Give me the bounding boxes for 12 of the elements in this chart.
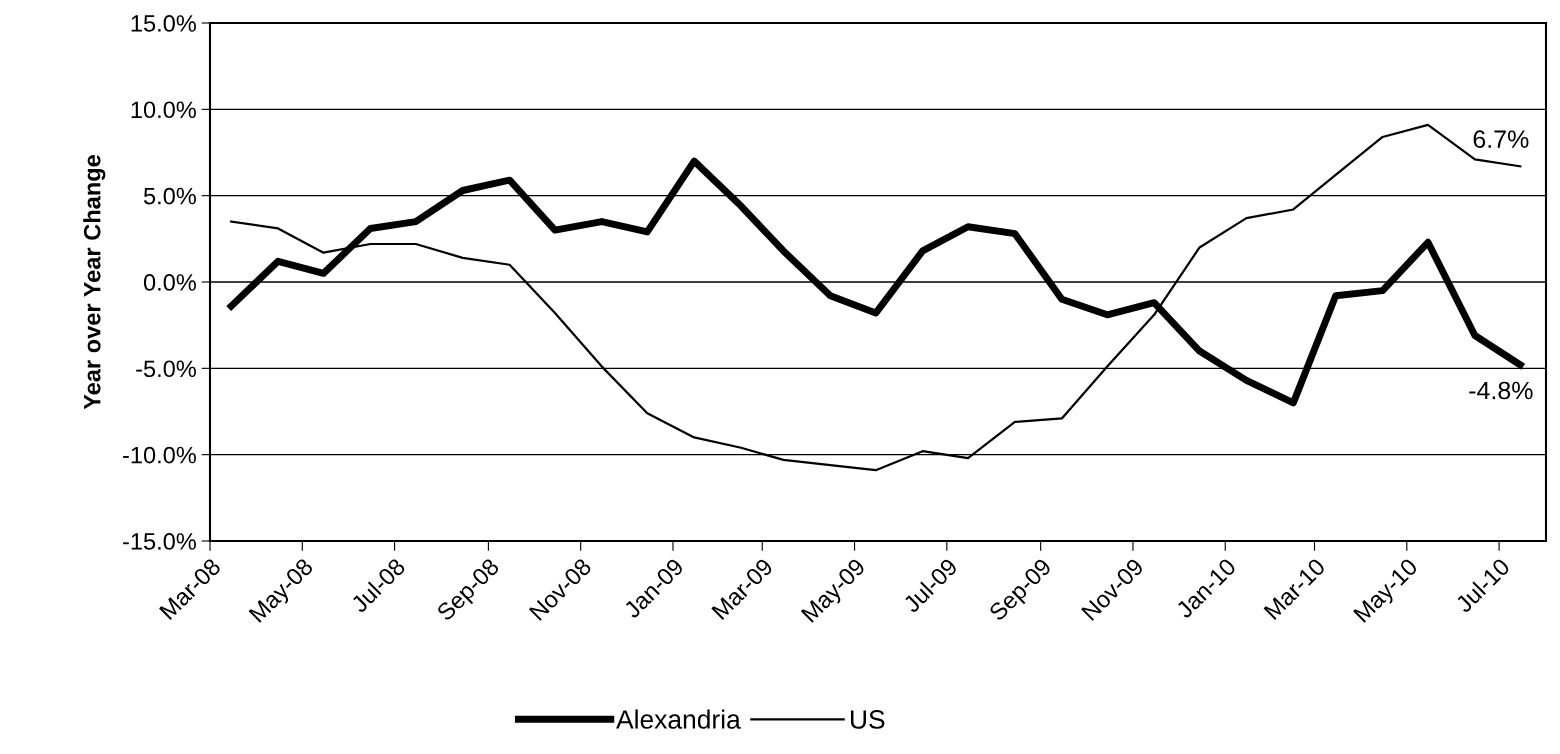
y-tick-label: 10.0% — [131, 101, 196, 119]
y-tick-label: -5.0% — [136, 360, 196, 378]
y-tick-label: -10.0% — [123, 446, 196, 464]
y-tick-label: -15.0% — [123, 533, 196, 550]
y-axis-title: Year over Year Change — [83, 155, 106, 410]
legend-label: US — [850, 710, 885, 729]
annotation: 6.7% — [1473, 130, 1529, 149]
y-tick-label: 5.0% — [143, 187, 196, 205]
annotation: -4.8% — [1469, 381, 1533, 400]
y-tick-label: 15.0% — [131, 15, 196, 32]
y-tick-label: 0.0% — [143, 274, 196, 291]
legend-label: Alexandria — [616, 709, 741, 729]
